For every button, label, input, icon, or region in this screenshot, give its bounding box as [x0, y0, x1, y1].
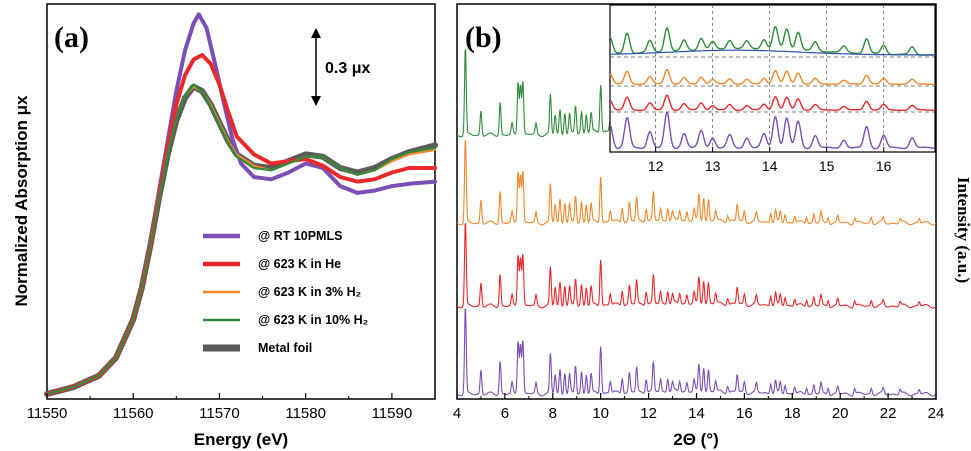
inset-x-tick-label-1: 13 — [705, 158, 721, 174]
x-tick-label-b-5: 14 — [688, 405, 705, 422]
series-line-b-2 — [456, 139, 937, 226]
panel-a: 11550 11560 11570 11580 11590 (a) Energy (eV… — [12, 3, 438, 449]
series-line-b-0 — [456, 308, 937, 397]
x-tick-label-a-0: 11550 — [27, 405, 68, 422]
inset-series-line-3 — [609, 25, 935, 56]
panel-a-x-axis-label: Energy (eV) — [194, 430, 288, 449]
series-line-b-1 — [456, 222, 937, 309]
inset-series-line-0 — [609, 111, 936, 150]
x-tick-label-b-8: 20 — [832, 405, 849, 422]
x-tick-label-b-3: 10 — [592, 405, 609, 422]
legend-label-3: @ 623 K in 10% H₂ — [258, 313, 368, 327]
x-tick-label-b-4: 12 — [640, 405, 657, 422]
legend-label-0: @ RT 10PMLS — [258, 229, 342, 243]
inset-x-tick-label-0: 12 — [648, 158, 664, 174]
legend-label-2: @ 623 K in 3% H₂ — [258, 285, 361, 299]
scale-bar-up-arrow-icon — [311, 28, 321, 38]
x-tick-label-b-6: 16 — [736, 405, 753, 422]
inset-series-line-2 — [609, 68, 935, 86]
inset-x-tick-label-3: 15 — [819, 158, 835, 174]
series-line-a-1 — [45, 53, 437, 396]
x-tick-label-b-0: 4 — [453, 405, 461, 422]
x-tick-label-a-3: 11580 — [285, 405, 326, 422]
legend: @ RT 10PMLS @ 623 K in He @ 623 K in 3% H₂… — [203, 229, 368, 355]
scale-bar-label: 0.3 μx — [325, 60, 370, 77]
inset-x-tick-label-4: 16 — [876, 158, 892, 174]
inset-x-tick-label-2: 14 — [762, 158, 778, 174]
x-tick-label-a-2: 11570 — [199, 405, 240, 422]
x-tick-label-b-2: 8 — [549, 405, 557, 422]
panel-b-x-axis-label: 2Θ (°) — [673, 430, 719, 449]
x-tick-label-b-1: 6 — [501, 405, 509, 422]
panel-b-y-axis-label: Intensity (a.u.) — [954, 177, 971, 283]
panel-b-x-axis: 4 6 8 10 12 14 16 18 20 22 24 — [453, 393, 945, 422]
panel-a-frame — [46, 3, 436, 400]
panel-a-y-axis-label: Normalized Absorption μx — [12, 95, 31, 307]
scale-bar: 0.3 μx — [311, 28, 370, 106]
x-tick-label-b-9: 22 — [880, 405, 897, 422]
series-line-a-3 — [45, 83, 437, 396]
panel-b-label: (b) — [465, 21, 502, 54]
x-tick-label-b-7: 18 — [784, 405, 801, 422]
scale-bar-down-arrow-icon — [311, 96, 321, 106]
x-tick-label-a-1: 11560 — [113, 405, 154, 422]
series-line-a-2 — [45, 85, 437, 396]
panel-a-x-axis: 11550 11560 11570 11580 11590 — [27, 393, 412, 422]
x-tick-label-b-10: 24 — [928, 405, 945, 422]
inset: 12 13 14 15 16 — [609, 4, 936, 174]
legend-label-1: @ 623 K in He — [258, 257, 341, 271]
series-line-a-4 — [44, 83, 438, 397]
inset-plot-area — [609, 5, 936, 152]
panel-a-plot-area — [44, 12, 438, 397]
series-line-a-0 — [45, 12, 437, 396]
x-tick-label-a-4: 11590 — [372, 405, 413, 422]
inset-series-line-1 — [609, 94, 935, 112]
panel-b: 4 6 8 10 12 14 16 18 20 22 24 (b) 2Θ (°) Intensity… — [453, 3, 971, 449]
inset-x-axis: 12 13 14 15 16 — [648, 147, 892, 174]
panel-a-label: (a) — [54, 21, 89, 54]
inset-background-trace — [609, 49, 935, 56]
legend-label-4: Metal foil — [258, 341, 312, 355]
